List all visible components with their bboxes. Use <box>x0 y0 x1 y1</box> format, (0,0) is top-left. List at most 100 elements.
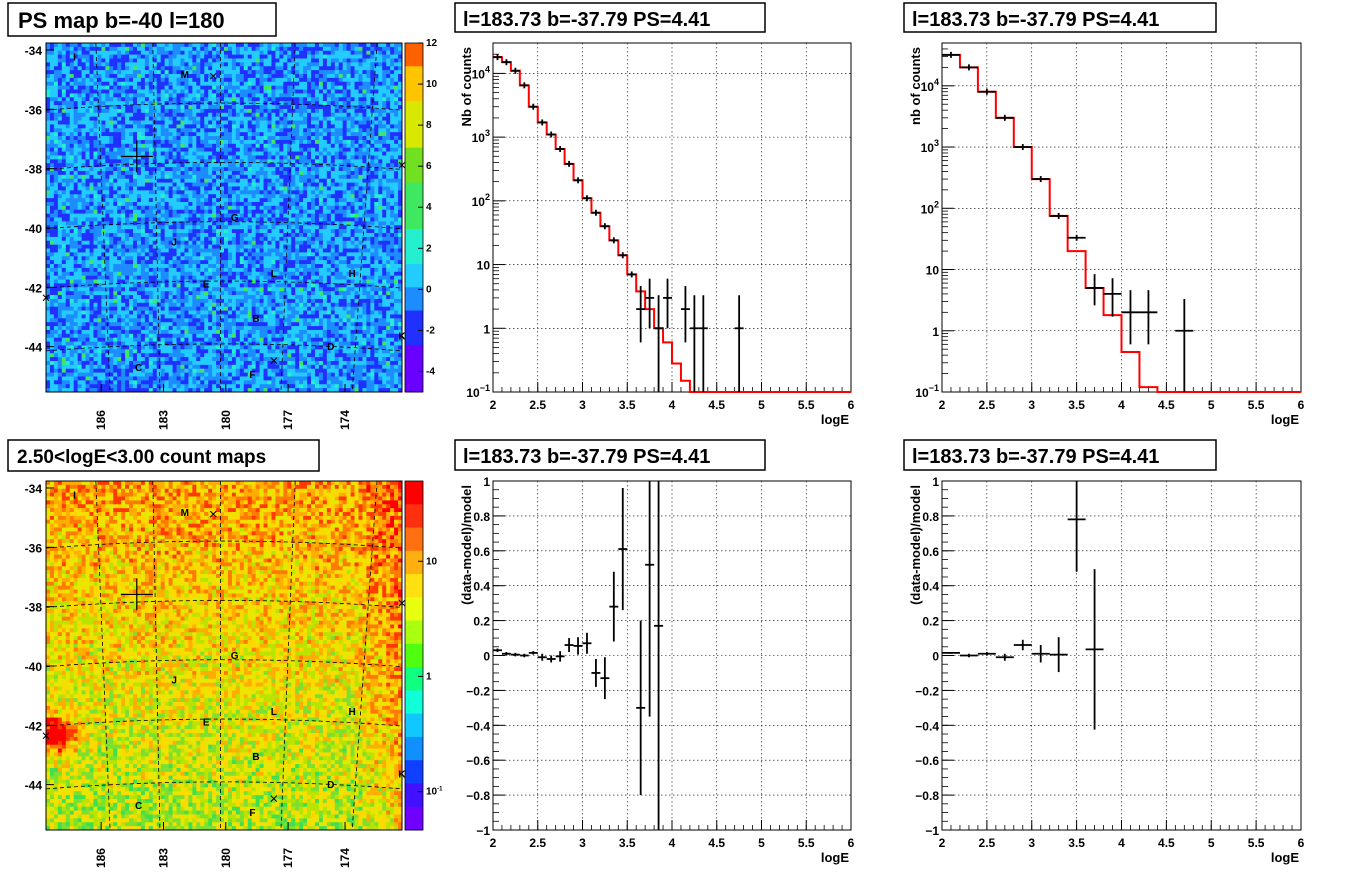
x-tick-label: 4.5 <box>1158 836 1175 850</box>
y-tick-label: 0.6 <box>473 545 490 559</box>
y-axis-label: Nb of counts <box>459 47 474 126</box>
source-label: L <box>271 707 277 718</box>
data-point <box>591 658 601 687</box>
data-point <box>636 286 646 343</box>
spectrum-left-plot: 2 2.5 3 3.5 4 4.5 5 5.5 610410310210110−1logENb … <box>459 42 855 427</box>
source-cross-marker <box>209 510 217 518</box>
source-cross-marker <box>42 294 50 302</box>
data-point <box>680 286 690 343</box>
y-tick-label: −0.6 <box>466 754 490 768</box>
data-point <box>501 59 511 66</box>
y-tick-label: 104 <box>921 77 939 94</box>
data-point <box>573 637 583 655</box>
source-label: G <box>231 213 239 224</box>
data-point <box>510 652 520 657</box>
y-tick-label: 0.8 <box>922 510 939 524</box>
y-tick-label: 104 <box>472 64 490 81</box>
y-tick-label: 0.2 <box>922 615 939 629</box>
x-tick-label: 5.5 <box>1248 836 1265 850</box>
data-point <box>546 131 556 138</box>
data-point <box>618 487 628 611</box>
ps-map-title-box <box>7 2 277 37</box>
data-point <box>645 278 655 329</box>
x-axis-label: logE <box>821 412 849 427</box>
data-point <box>942 51 960 58</box>
x-tick-label: 4.5 <box>708 836 725 850</box>
colorbar-tick-label: 1 <box>426 671 432 682</box>
heatmap-cells <box>46 43 403 393</box>
x-tick-label: 5.5 <box>1248 398 1265 412</box>
y-tick-label: −0.8 <box>466 789 490 803</box>
y-tick-label: 10−1 <box>466 383 490 400</box>
data-point <box>654 295 664 392</box>
source-cross-marker <box>42 732 50 740</box>
ps-map-heatmap: 186 183 180 177 174 -34 -36 -38 -40 -42 -44 I M G J L H E… <box>25 42 406 430</box>
colorbar-tick-label: 12 <box>426 38 438 49</box>
x-tick-label: 2 <box>939 836 946 850</box>
data-point <box>528 651 538 655</box>
target-cross-marker <box>120 578 153 611</box>
y-tick-label: 1 <box>932 325 939 339</box>
x-tick-label: 3.5 <box>619 836 636 850</box>
data-point <box>1175 299 1194 392</box>
data-point <box>627 271 637 278</box>
y-tick-label: −0.2 <box>915 684 939 698</box>
source-label: I <box>73 490 76 501</box>
source-label: G <box>231 651 239 662</box>
y-tick-label: -38 <box>25 163 43 177</box>
x-tick-label: 5 <box>758 398 765 412</box>
y-tick-label: -44 <box>25 341 43 355</box>
x-axis-label: logE <box>821 850 849 865</box>
y-tick-label: -40 <box>25 222 43 236</box>
heatmap-frame <box>45 480 403 831</box>
x-tick-label: 6 <box>848 398 855 412</box>
x-tick-label: 3.5 <box>1068 836 1085 850</box>
spectrum-right-title-box <box>903 2 1217 33</box>
x-tick-label: 180 <box>219 410 233 430</box>
count-map-panel: 2.50<logE<3.00 count maps 186 183 180 177 17… <box>7 439 443 868</box>
ps-map-panel: PS map b=-40 l=180 186 183 180 177 174 -34 -36… <box>7 2 438 430</box>
x-tick-label: 186 <box>94 410 108 430</box>
colorbar-tick-label: 4 <box>426 202 432 213</box>
x-tick-label: 177 <box>281 848 295 868</box>
source-label: C <box>135 363 142 374</box>
x-tick-label: 3 <box>579 398 586 412</box>
residual-right-title-box <box>903 439 1217 471</box>
y-tick-label: 0.8 <box>473 510 490 524</box>
y-tick-label: 10 <box>477 259 491 273</box>
data-point <box>995 653 1014 661</box>
data-point <box>582 632 592 654</box>
y-tick-label: -34 <box>25 482 43 496</box>
y-axis-label: (data-model)/model <box>908 485 923 605</box>
source-label: E <box>203 717 210 728</box>
x-tick-label: 183 <box>156 410 170 430</box>
count-map-title: 2.50<logE<3.00 count maps <box>17 447 266 468</box>
data-point <box>600 657 610 700</box>
ps-map-colorbar: 12 10 8 6 4 2 0 -2 -4 <box>404 38 438 393</box>
source-cross-marker <box>398 599 406 607</box>
data-point <box>564 638 574 653</box>
data-point <box>493 54 502 61</box>
y-tick-label: -42 <box>25 281 43 295</box>
data-point <box>1121 290 1140 345</box>
y-axis-label: (data-model)/model <box>459 485 474 605</box>
spectrum-panel-right: l=183.73 b=-37.79 PS=4.41 2 2.5 3 3.5 4 4.5 5 5… <box>903 2 1305 427</box>
plot-grid <box>492 480 852 831</box>
y-tick-label: -40 <box>25 660 43 674</box>
residual-left-plot: 2 2.5 3 3.5 4 4.5 5 5.5 6 1 0.8 0.6 0.4 0.2 0 −0.2 −0.4 −… <box>459 475 855 865</box>
data-point <box>1139 290 1158 345</box>
data-point <box>528 103 538 110</box>
residual-right-plot: 2 2.5 3 3.5 4 4.5 5 5.5 6 1 0.8 0.6 0.4 0.2 0 −0.2 −0.4 −… <box>908 475 1305 865</box>
data-point <box>1085 569 1104 730</box>
x-tick-label: 4 <box>669 398 676 412</box>
y-tick-label: 0 <box>483 650 490 664</box>
y-tick-label: −0.6 <box>915 754 939 768</box>
target-cross-marker <box>120 140 153 173</box>
colorbar-tick-label: 8 <box>426 120 432 131</box>
y-tick-label: 103 <box>921 138 939 155</box>
colorbar-tick-label: 10-1 <box>426 787 443 798</box>
residual-panel-left: l=183.73 b=-37.79 PS=4.41 2 2.5 3 3.5 4 4.5 5 5… <box>454 439 855 865</box>
x-tick-label: 4 <box>1118 836 1125 850</box>
y-tick-label: −0.8 <box>915 789 939 803</box>
x-tick-label: 5 <box>758 836 765 850</box>
